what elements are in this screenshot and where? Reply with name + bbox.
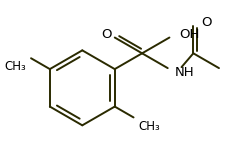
Text: NH: NH [175,66,194,79]
Text: OH: OH [179,28,200,41]
Text: CH₃: CH₃ [4,60,26,73]
Text: CH₃: CH₃ [138,120,160,133]
Text: O: O [102,28,112,41]
Text: O: O [201,16,212,29]
